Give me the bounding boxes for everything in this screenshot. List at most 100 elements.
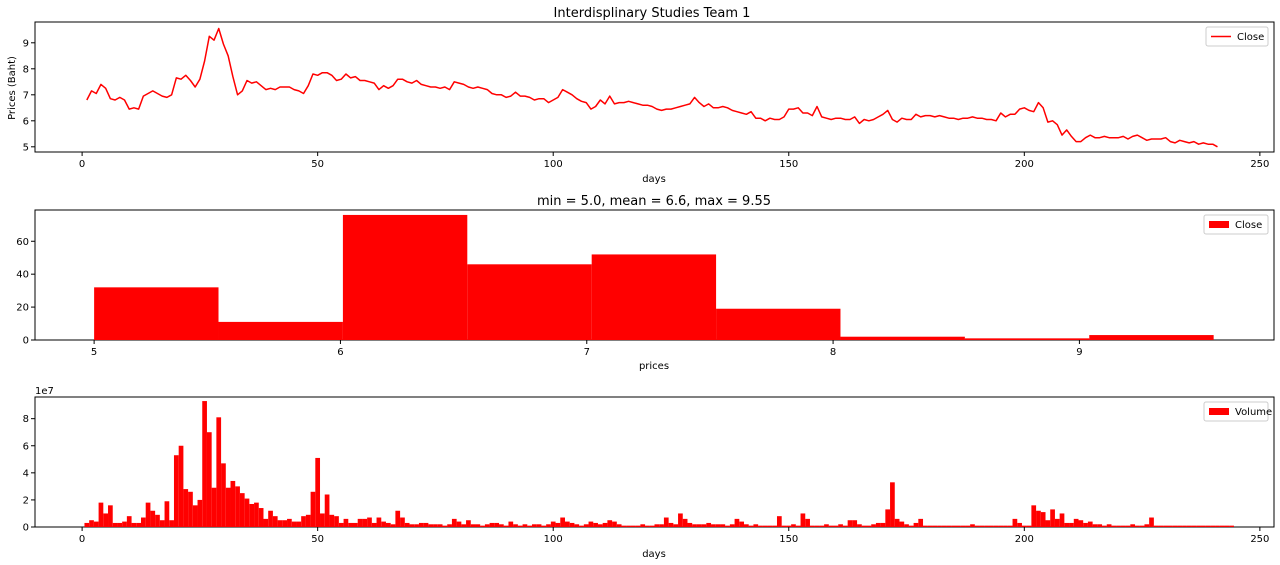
- histogram-bar: [591, 254, 717, 340]
- volume-bar: [470, 524, 476, 527]
- volume-bar: [1054, 518, 1060, 527]
- volume-bar: [616, 524, 622, 527]
- y-tick-label: 5: [23, 142, 29, 153]
- y-tick-label: 8: [23, 64, 29, 75]
- volume-bar: [1158, 525, 1164, 527]
- x-axis-label: days: [642, 549, 666, 560]
- volume-bar: [268, 510, 273, 527]
- volume-bar: [857, 524, 862, 527]
- volume-bar: [668, 522, 674, 527]
- volume-bar: [866, 525, 872, 527]
- volume-bar: [1130, 524, 1136, 527]
- volume-bar: [555, 522, 561, 527]
- volume-bar: [451, 518, 457, 527]
- volume-bar: [678, 513, 683, 527]
- volume-bar: [235, 486, 240, 527]
- volume-bar: [395, 510, 401, 527]
- volume-bar: [84, 522, 90, 527]
- x-tick-label: 7: [584, 347, 590, 358]
- histogram-bar: [964, 338, 1090, 340]
- volume-bar: [489, 522, 495, 527]
- volume-bar: [239, 493, 245, 527]
- volume-bar: [536, 524, 542, 527]
- volume-bar: [362, 518, 368, 527]
- volume-bar: [211, 487, 217, 527]
- volume-bar: [254, 502, 259, 527]
- volume-bar: [1139, 525, 1145, 527]
- chart-title: Interdisplinary Studies Team 1: [554, 6, 751, 21]
- volume-bar: [206, 432, 212, 527]
- volume-bar: [1040, 512, 1046, 527]
- legend-swatch-bar: [1209, 408, 1229, 415]
- volume-bar: [1087, 521, 1093, 527]
- y-tick-label: 7: [23, 90, 29, 101]
- volume-bar: [1205, 525, 1211, 527]
- volume-bar: [202, 401, 207, 527]
- volume-bar: [1097, 524, 1103, 527]
- volume-bar: [145, 502, 151, 527]
- volume-bar: [357, 518, 363, 527]
- volume-bar: [324, 494, 330, 527]
- close-histogram-chart: min = 5.0, mean = 6.6, max = 9.55 prices…: [16, 194, 1275, 372]
- volume-bar: [1163, 525, 1169, 527]
- volume-bar: [786, 525, 792, 527]
- volume-bar: [272, 516, 278, 527]
- volume-bar: [122, 521, 127, 527]
- volume-bar: [503, 525, 509, 527]
- volume-bar: [225, 487, 231, 527]
- volume-bar: [164, 501, 170, 527]
- legend-label: Volume: [1235, 407, 1272, 418]
- x-tick-label: 50: [311, 534, 324, 545]
- y-tick-label: 0: [23, 336, 29, 347]
- volume-bar: [819, 525, 825, 527]
- volume-bar: [574, 524, 580, 527]
- volume-bar: [183, 489, 189, 527]
- volume-bar: [711, 524, 716, 527]
- volume-bar-chart: 1e7 days 0 50 100 150 200 250 0 2 4 6 8 Volume: [23, 386, 1275, 560]
- volume-bar: [532, 524, 537, 527]
- volume-bar: [1144, 524, 1150, 527]
- volume-bar: [588, 521, 594, 527]
- volume-bar: [494, 522, 500, 527]
- x-tick-label: 250: [1250, 159, 1269, 170]
- volume-bar: [918, 518, 924, 527]
- volume-bar: [376, 517, 382, 527]
- volume-bar: [131, 522, 137, 527]
- volume-bar: [475, 524, 481, 527]
- volume-bar: [564, 521, 570, 527]
- volume-bar: [1200, 525, 1206, 527]
- volume-bar: [140, 517, 146, 527]
- volume-bar: [126, 516, 132, 527]
- volume-bar: [579, 525, 584, 527]
- volume-bar: [1191, 525, 1197, 527]
- volume-bar: [296, 521, 302, 527]
- close-series-line: [86, 27, 1218, 148]
- volume-bar: [842, 525, 848, 527]
- volume-bar: [1215, 525, 1220, 527]
- volume-bar: [838, 524, 843, 527]
- volume-bar: [108, 505, 113, 527]
- volume-bar: [593, 522, 598, 527]
- x-tick-label: 100: [544, 159, 563, 170]
- volume-bar: [159, 520, 165, 527]
- volume-bar: [890, 482, 895, 527]
- histogram-bar: [218, 321, 343, 340]
- x-axis-label: prices: [639, 361, 669, 372]
- volume-bar: [767, 525, 773, 527]
- legend-label: Close: [1235, 220, 1262, 231]
- volume-bar: [89, 520, 94, 527]
- volume-bar: [1106, 524, 1112, 527]
- volume-bar: [739, 521, 745, 527]
- volume-bar: [715, 524, 721, 527]
- histogram-title: min = 5.0, mean = 6.6, max = 9.55: [537, 194, 771, 209]
- volume-bar: [1092, 524, 1098, 527]
- volume-bar: [550, 521, 556, 527]
- volume-bar: [946, 525, 952, 527]
- volume-bar: [1021, 525, 1027, 527]
- volume-bar: [291, 521, 297, 527]
- y-tick-label: 60: [16, 237, 29, 248]
- volume-bar: [310, 491, 316, 527]
- volume-bar: [244, 498, 250, 527]
- volume-bar: [734, 518, 740, 527]
- volume-bar: [103, 513, 109, 527]
